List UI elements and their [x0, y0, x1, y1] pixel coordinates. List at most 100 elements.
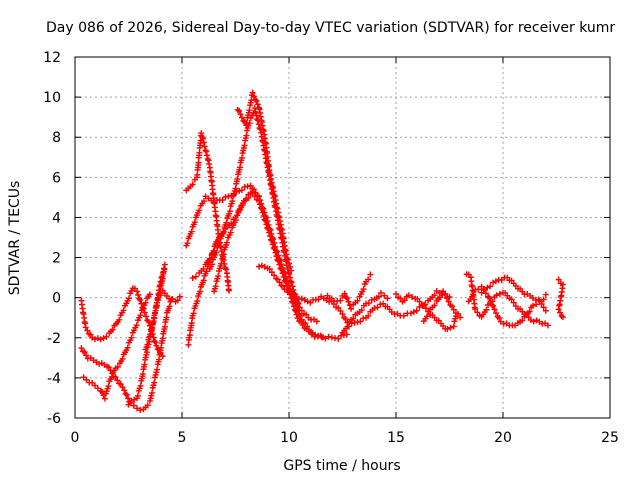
- data-marks: [78, 89, 566, 414]
- data-point: [284, 256, 291, 263]
- data-point: [289, 283, 296, 290]
- data-point: [122, 390, 129, 397]
- x-tick-label: 10: [280, 430, 298, 446]
- data-point: [144, 402, 151, 409]
- data-point: [213, 249, 220, 256]
- data-point: [298, 316, 305, 323]
- data-point: [278, 261, 285, 268]
- data-point: [487, 298, 494, 305]
- data-point: [488, 301, 495, 308]
- data-point: [256, 263, 263, 270]
- data-point: [201, 143, 208, 150]
- data-point: [252, 108, 259, 115]
- data-point: [97, 336, 104, 343]
- data-point: [475, 286, 482, 293]
- data-point: [284, 289, 291, 295]
- data-point: [100, 335, 107, 342]
- data-point: [544, 322, 551, 329]
- data-point: [557, 309, 564, 316]
- data-point: [134, 405, 141, 412]
- data-point: [344, 295, 351, 302]
- series-track: [478, 274, 549, 305]
- data-point: [189, 274, 196, 281]
- data-point: [212, 283, 219, 290]
- data-point: [105, 364, 112, 371]
- data-point: [94, 385, 101, 392]
- data-point: [343, 331, 350, 338]
- data-point: [125, 395, 132, 402]
- data-point: [261, 209, 268, 216]
- data-point: [297, 312, 304, 319]
- data-point: [159, 353, 166, 360]
- axis-ticks: [74, 56, 611, 419]
- data-point: [161, 265, 168, 272]
- data-point: [84, 327, 91, 334]
- data-point: [348, 305, 355, 312]
- data-point: [410, 309, 417, 316]
- data-point: [280, 283, 287, 290]
- data-point: [226, 208, 233, 215]
- data-point: [487, 283, 494, 290]
- data-point: [496, 315, 503, 322]
- data-point: [291, 290, 298, 297]
- data-point: [125, 295, 132, 302]
- data-point: [87, 331, 94, 338]
- data-point: [446, 293, 453, 300]
- data-point: [196, 207, 203, 214]
- data-point: [205, 157, 212, 164]
- data-point: [99, 388, 106, 395]
- data-point: [378, 289, 385, 296]
- data-point: [189, 181, 196, 188]
- data-point: [345, 298, 352, 305]
- data-point: [360, 286, 367, 293]
- series-track: [189, 248, 218, 281]
- data-point: [134, 288, 141, 295]
- series-track: [234, 89, 295, 274]
- data-point: [123, 391, 130, 398]
- data-point: [540, 296, 547, 303]
- data-point: [273, 247, 280, 254]
- data-point: [197, 288, 204, 295]
- data-point: [137, 296, 144, 303]
- data-point: [496, 291, 503, 298]
- data-point: [218, 260, 225, 267]
- data-point: [238, 187, 245, 194]
- data-point: [274, 276, 281, 283]
- data-point: [130, 402, 137, 409]
- data-point: [449, 303, 456, 310]
- x-tick-label: 25: [601, 430, 619, 446]
- data-point: [472, 306, 479, 312]
- data-point: [447, 324, 454, 331]
- data-point: [375, 293, 382, 300]
- data-point: [219, 197, 226, 204]
- data-point: [276, 256, 283, 263]
- data-point: [422, 305, 429, 312]
- data-point: [135, 292, 142, 299]
- y-tick-label: 4: [52, 210, 61, 226]
- series-track: [183, 130, 233, 294]
- data-point: [200, 277, 207, 284]
- data-point: [249, 89, 256, 96]
- data-point: [346, 302, 353, 309]
- data-point: [254, 116, 261, 123]
- data-point: [272, 243, 279, 250]
- data-point: [215, 273, 222, 280]
- data-point: [483, 306, 490, 313]
- y-tick-label: -6: [47, 411, 61, 427]
- y-tick-label: 6: [52, 170, 61, 186]
- data-point: [431, 292, 438, 299]
- series-track: [324, 271, 374, 312]
- data-point: [149, 389, 156, 396]
- data-point: [313, 318, 320, 325]
- data-point: [236, 207, 243, 214]
- data-point: [271, 239, 278, 246]
- data-point: [457, 314, 464, 321]
- data-point: [202, 147, 209, 154]
- data-point: [247, 182, 254, 189]
- data-point: [268, 269, 275, 276]
- data-point: [82, 324, 89, 331]
- y-tick-label: 2: [52, 251, 61, 267]
- x-axis-label: GPS time / hours: [283, 458, 400, 474]
- series-track: [183, 182, 327, 341]
